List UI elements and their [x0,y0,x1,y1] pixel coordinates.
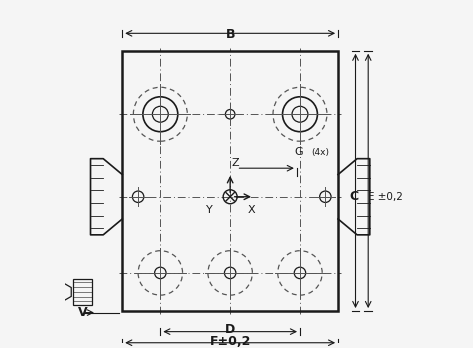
Bar [73,279,92,304]
Text: X: X [247,205,255,215]
Text: F±0,2: F±0,2 [210,335,251,348]
Text: D: D [225,323,235,336]
Text: (4x): (4x) [311,148,329,157]
Text: B: B [226,29,235,41]
Text: Y: Y [206,205,213,215]
Text: Z: Z [232,158,239,168]
Text: V: V [78,306,88,319]
Text: G: G [295,147,303,157]
Text: C: C [350,190,359,203]
Text: E ±0,2: E ±0,2 [368,192,403,202]
Bar [122,51,338,311]
